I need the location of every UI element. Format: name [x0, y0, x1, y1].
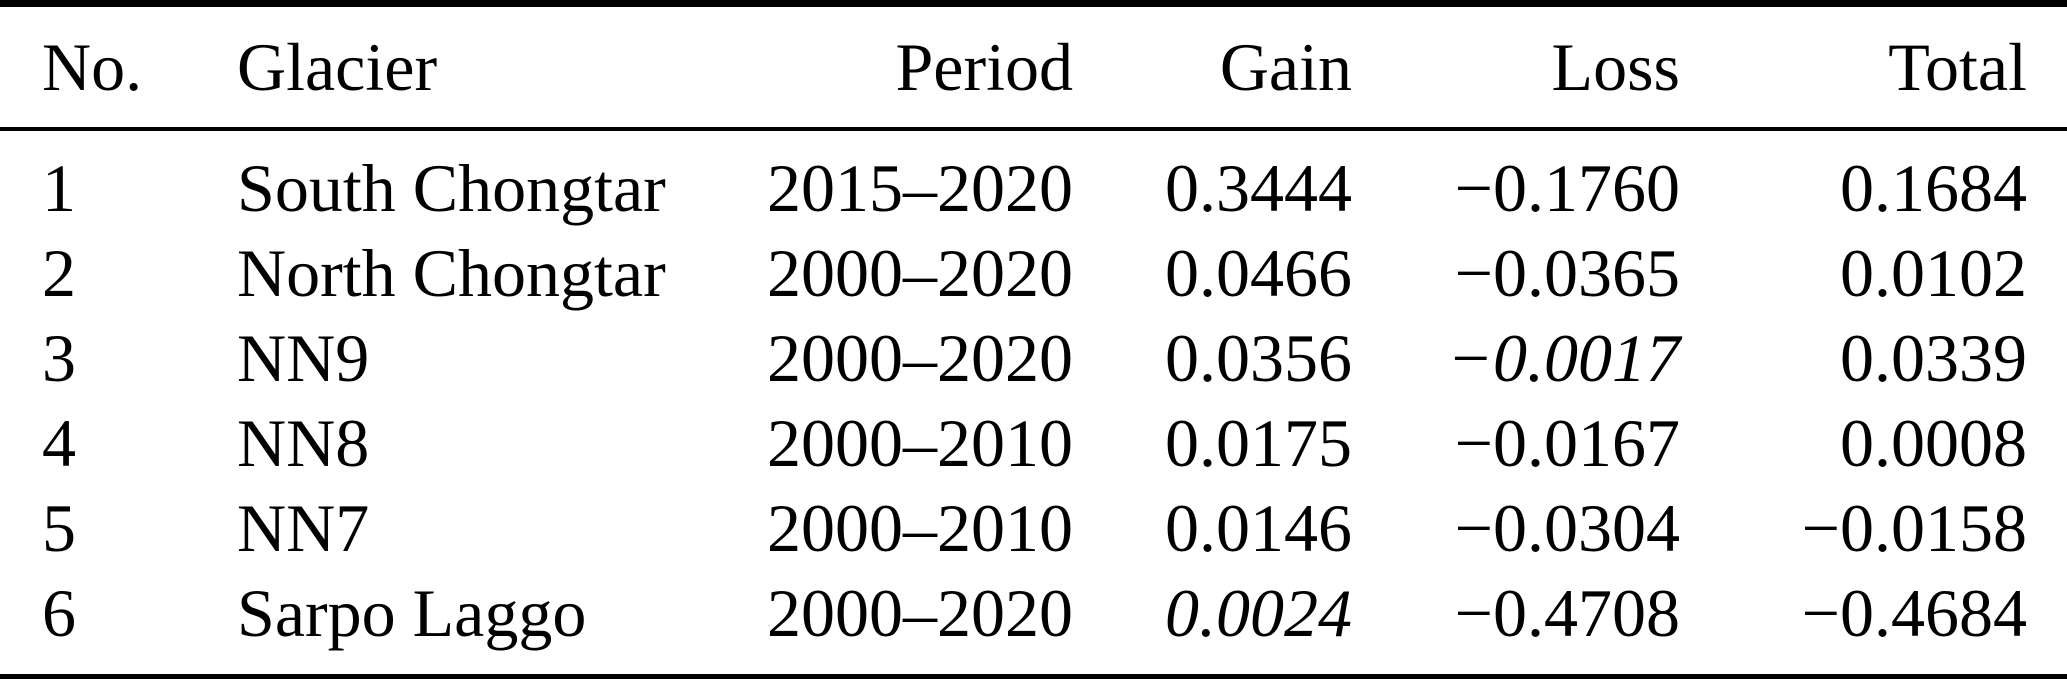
header-row: No. Glacier Period Gain Loss Total — [0, 4, 2067, 129]
cell-no: 1 — [42, 150, 76, 226]
cell-glacier: NN8 — [237, 405, 370, 481]
cell-glacier: NN9 — [237, 320, 370, 396]
table-row: 2 North Chongtar 2000–2020 0.0466 −0.0365 0.0… — [0, 231, 2067, 316]
cell-no: 2 — [42, 235, 76, 311]
cell-total: −0.4684 — [1801, 575, 2027, 651]
cell-loss: −0.1760 — [1454, 150, 1680, 226]
cell-total: 0.0339 — [1840, 320, 2027, 396]
cell-total: 0.0102 — [1840, 235, 2027, 311]
table-row: 1 South Chongtar 2015–2020 0.3444 −0.1760 0.1… — [0, 129, 2067, 231]
column-header-glacier: Glacier — [237, 28, 438, 105]
table-row: 5 NN7 2000–2010 0.0146 −0.0304 −0.0158 — [0, 486, 2067, 571]
column-header-gain: Gain — [1219, 28, 1352, 105]
cell-loss: −0.0304 — [1454, 490, 1680, 566]
cell-no: 3 — [42, 320, 76, 396]
cell-gain: 0.3444 — [1165, 150, 1352, 226]
cell-glacier: North Chongtar — [237, 235, 666, 311]
cell-period: 2000–2020 — [767, 235, 1073, 311]
cell-no: 4 — [42, 405, 76, 481]
cell-period: 2000–2010 — [767, 490, 1073, 566]
cell-loss: −0.0365 — [1454, 235, 1680, 311]
cell-total: 0.0008 — [1840, 405, 2027, 481]
table-row: 6 Sarpo Laggo 2000–2020 0.0024 −0.4708 −0.468… — [0, 571, 2067, 677]
cell-period: 2000–2020 — [767, 320, 1073, 396]
cell-total: −0.0158 — [1801, 490, 2027, 566]
cell-glacier: Sarpo Laggo — [237, 575, 587, 651]
table-body: 1 South Chongtar 2015–2020 0.3444 −0.1760 0.1… — [0, 129, 2067, 677]
cell-no: 5 — [42, 490, 76, 566]
column-header-loss: Loss — [1551, 28, 1680, 105]
cell-gain: 0.0024 — [1165, 575, 1352, 651]
column-header-total: Total — [1888, 28, 2027, 105]
column-header-period: Period — [895, 28, 1073, 105]
cell-period: 2000–2020 — [767, 575, 1073, 651]
cell-total: 0.1684 — [1840, 150, 2027, 226]
cell-no: 6 — [42, 575, 76, 651]
cell-gain: 0.0356 — [1165, 320, 1352, 396]
cell-period: 2015–2020 — [767, 150, 1073, 226]
cell-glacier: South Chongtar — [237, 150, 666, 226]
cell-glacier: NN7 — [237, 490, 370, 566]
column-header-no: No. — [42, 28, 143, 105]
table-row: 3 NN9 2000–2020 0.0356 −0.0017 0.0339 — [0, 316, 2067, 401]
cell-loss: −0.4708 — [1454, 575, 1680, 651]
cell-loss: −0.0167 — [1454, 405, 1680, 481]
cell-gain: 0.0175 — [1165, 405, 1352, 481]
cell-gain: 0.0466 — [1165, 235, 1352, 311]
cell-loss: −0.0017 — [1447, 320, 1680, 396]
cell-gain: 0.0146 — [1165, 490, 1352, 566]
table-row: 4 NN8 2000–2010 0.0175 −0.0167 0.0008 — [0, 401, 2067, 486]
cell-period: 2000–2010 — [767, 405, 1073, 481]
